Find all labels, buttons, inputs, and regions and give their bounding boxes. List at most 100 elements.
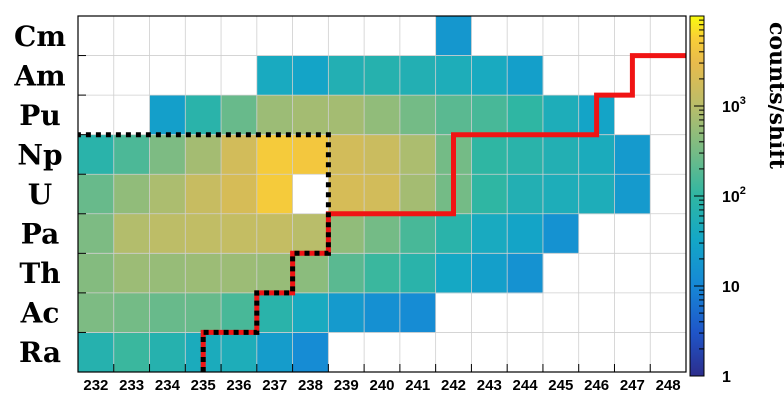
colorbar-label-1: 10	[722, 279, 740, 296]
heatmap-cell-Pu-234	[149, 95, 186, 135]
x-label-241: 241	[405, 377, 430, 394]
heatmap-cell-Am-243	[471, 55, 508, 96]
heatmap-cell-Pu-245	[542, 95, 580, 135]
heatmap-cell-U-244	[507, 174, 544, 215]
heatmap-cell-Am-240	[364, 55, 401, 96]
heatmap-cell-Th-240	[364, 253, 401, 294]
plot-frame	[77, 15, 687, 373]
heatmap-cell-Pu-235	[185, 95, 222, 135]
heatmap-cell-Ac-233	[113, 292, 150, 333]
heatmap-cell-Am-238	[292, 55, 329, 96]
heatmap-cells	[78, 16, 651, 373]
x-label-239: 239	[334, 377, 359, 394]
heatmap-cell-Np-239	[328, 134, 365, 175]
heatmap-cell-U-246	[578, 174, 615, 215]
x-label-245: 245	[548, 377, 573, 394]
heatmap-cell-Th-234	[149, 253, 186, 294]
heatmap-cell-Pa-232	[78, 213, 115, 254]
y-label-Cm: Cm	[14, 20, 66, 53]
colorbar-title: counts/shift	[764, 22, 784, 170]
heatmap-cell-Ac-241	[399, 292, 436, 333]
x-label-235: 235	[191, 377, 216, 394]
colorbar-label-2: 102	[722, 185, 746, 206]
heatmap-cell-Pa-245	[542, 213, 580, 254]
heatmap-cell-Pa-237	[256, 213, 293, 254]
heatmap-cell-Np-240	[364, 134, 401, 175]
heatmap-cell-Pa-236	[221, 213, 258, 254]
heatmap-cell-Cm-242	[435, 16, 472, 56]
y-label-Pa: Pa	[21, 218, 59, 251]
heatmap-cell-Ac-239	[328, 292, 365, 333]
heatmap-cell-Am-239	[328, 55, 365, 96]
heatmap-cell-Pu-242	[435, 95, 472, 135]
boundary-lines	[78, 53, 686, 372]
x-label-246: 246	[584, 377, 609, 394]
heatmap-cell-Ac-234	[149, 292, 186, 333]
heatmap-cell-Pu-243	[471, 95, 508, 135]
heatmap-cell-Pa-234	[149, 213, 186, 254]
x-label-244: 244	[513, 377, 539, 394]
heatmap-cell-Np-247	[614, 134, 651, 175]
heatmap-cell-Np-245	[542, 134, 580, 175]
x-label-247: 247	[620, 377, 645, 394]
heatmap-cell-Np-243	[471, 134, 508, 175]
heatmap-cell-Th-237	[256, 253, 293, 294]
heatmap-cell-U-240	[364, 174, 401, 215]
heatmap-cell-Np-237	[256, 134, 293, 175]
heatmap-cell-Th-235	[185, 253, 222, 294]
y-axis-labels: Ra Ac Th Pa U Np Pu Am Cm	[13, 20, 66, 369]
heatmap-cell-Th-241	[399, 253, 436, 294]
y-label-Pu: Pu	[19, 99, 60, 132]
heatmap-cell-Am-241	[399, 55, 436, 96]
heatmap-cell-Th-238	[292, 253, 329, 294]
y-label-U: U	[28, 178, 52, 211]
x-label-238: 238	[298, 377, 323, 394]
heatmap-cell-Pa-244	[507, 213, 544, 254]
heatmap-cell-Ra-234	[149, 332, 186, 373]
heatmap-cell-Am-244	[507, 55, 544, 96]
x-label-233: 233	[119, 377, 144, 394]
heatmap-cell-Pu-241	[399, 95, 436, 135]
heatmap-cell-U-239	[328, 174, 365, 215]
heatmap-cell-U-245	[542, 174, 580, 215]
heatmap-cell-U-243	[471, 174, 508, 215]
heatmap-cell-Am-237	[256, 55, 293, 96]
heatmap-cell-Th-236	[221, 253, 258, 294]
heatmap-cell-Np-233	[113, 134, 150, 175]
heatmap-cell-Pa-233	[113, 213, 150, 254]
colorbar: 1 10 102 103 counts/shift	[689, 15, 784, 386]
heatmap-cell-Ac-240	[364, 292, 401, 333]
x-label-240: 240	[369, 377, 394, 394]
heatmap-cell-Th-243	[471, 253, 508, 294]
heatmap-cell-Th-242	[435, 253, 472, 294]
heatmap-cell-Th-232	[78, 253, 115, 294]
y-label-Np: Np	[17, 138, 62, 171]
heatmap-cell-Ac-237	[256, 292, 293, 333]
heatmap-cell-Pa-242	[435, 213, 472, 254]
x-label-236: 236	[226, 377, 251, 394]
black-dotted-boundary-line	[78, 132, 331, 372]
colorbar-label-0: 1	[722, 369, 731, 386]
heatmap-cell-Np-244	[507, 134, 544, 175]
heatmap-cell-Th-233	[113, 253, 150, 294]
heatmap-cell-Ac-235	[185, 292, 222, 333]
heatmap-cell-Am-242	[435, 55, 472, 96]
heatmap-cell-Ra-237	[256, 332, 293, 373]
heatmap-cell-U-241	[399, 174, 436, 215]
heatmap-cell-Pu-240	[364, 95, 401, 135]
heatmap-cell-Pa-240	[364, 213, 401, 254]
heatmap-cell-Th-244	[507, 253, 544, 294]
x-axis-labels: 232 233 234 235 236 237 238 239 240 241 242 243 244 2…	[83, 377, 680, 394]
heatmap-cell-Np-236	[221, 134, 258, 175]
y-label-Ac: Ac	[20, 297, 60, 330]
heatmap-cell-Pa-241	[399, 213, 436, 254]
heatmap-cell-Pa-235	[185, 213, 222, 254]
heatmap-cell-Np-234	[149, 134, 186, 175]
heatmap-cell-Pu-239	[328, 95, 365, 135]
heatmap-cell-Pu-236	[221, 95, 258, 135]
heatmap-cell-Ac-238	[292, 292, 329, 333]
heatmap-cell-Ra-233	[113, 332, 150, 373]
heatmap-cell-U-235	[185, 174, 222, 215]
heatmap-cell-Np-238	[292, 134, 329, 175]
